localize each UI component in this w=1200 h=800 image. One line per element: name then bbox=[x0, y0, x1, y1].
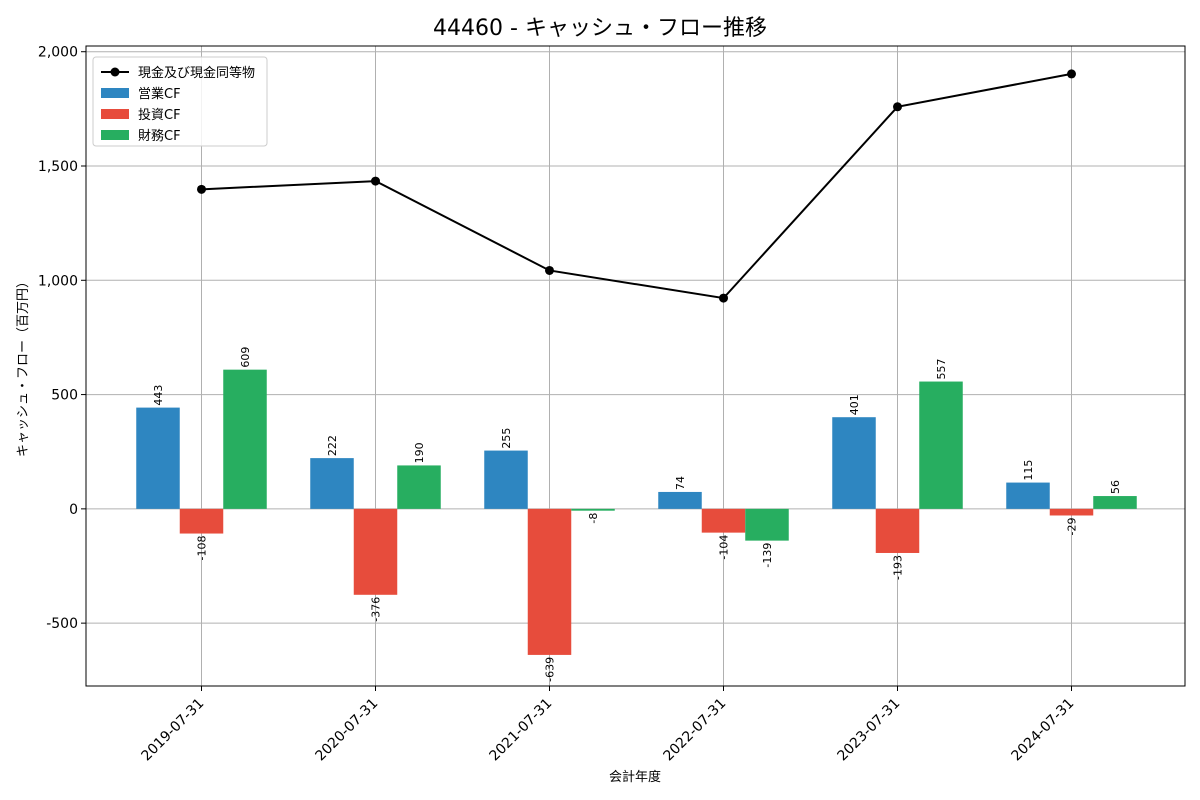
bar-投資CF bbox=[875, 508, 920, 553]
bar-value-label: -8 bbox=[587, 513, 600, 524]
bar-営業CF bbox=[658, 491, 702, 509]
bar-value-label: 190 bbox=[413, 442, 426, 463]
bar-value-label: 115 bbox=[1022, 460, 1035, 481]
bar-value-label: -29 bbox=[1066, 517, 1079, 535]
bar-財務CF bbox=[223, 369, 267, 509]
cash-point bbox=[719, 293, 728, 303]
line-layer bbox=[197, 69, 1076, 303]
x-tick-label: 2024-07-31 bbox=[1008, 696, 1077, 765]
x-axis-label: 会計年度 bbox=[609, 769, 661, 785]
bar-営業CF bbox=[136, 407, 180, 509]
bar-value-label: 609 bbox=[239, 347, 252, 368]
bar-value-label: 74 bbox=[674, 476, 687, 490]
bars-layer bbox=[136, 369, 1137, 655]
legend-bar-swatch bbox=[101, 130, 129, 140]
bar-営業CF bbox=[310, 458, 354, 509]
y-axis-label: キャッシュ・フロー（百万円） bbox=[16, 275, 31, 457]
bar-投資CF bbox=[179, 508, 224, 534]
bar-value-label: -639 bbox=[544, 657, 557, 682]
bar-value-label: -104 bbox=[718, 535, 731, 560]
legend-label: 現金及び現金同等物 bbox=[138, 65, 255, 81]
bar-財務CF bbox=[919, 381, 963, 509]
bar-value-label: -376 bbox=[370, 597, 383, 622]
x-tick-label: 2023-07-31 bbox=[834, 696, 903, 765]
bar-value-label: 222 bbox=[326, 435, 339, 456]
bar-value-label: 56 bbox=[1109, 480, 1122, 494]
legend-bar-swatch bbox=[101, 109, 129, 119]
data-labels-layer: 443 222 255 74 401 115 -108 -376 -639 -104 -193 -29… bbox=[152, 347, 1122, 682]
bar-value-label: -108 bbox=[196, 536, 209, 561]
y-tick-label: 2,000 bbox=[38, 45, 78, 61]
bar-投資CF bbox=[1049, 508, 1094, 516]
legend-marker bbox=[110, 67, 120, 77]
bar-value-label: 255 bbox=[500, 428, 513, 449]
bar-財務CF bbox=[571, 508, 615, 511]
bar-営業CF bbox=[1006, 482, 1050, 509]
legend-label: 営業CF bbox=[138, 86, 181, 102]
y-tick-label: 500 bbox=[51, 388, 78, 404]
bar-財務CF bbox=[745, 508, 789, 541]
legend-label: 投資CF bbox=[138, 107, 181, 123]
x-tick-label: 2020-07-31 bbox=[312, 696, 381, 765]
y-tick-label: -500 bbox=[46, 616, 78, 632]
cash-point bbox=[197, 184, 206, 194]
bar-value-label: -193 bbox=[892, 555, 905, 580]
bar-営業CF bbox=[832, 417, 876, 509]
bar-value-label: 557 bbox=[935, 359, 948, 380]
bar-value-label: 443 bbox=[152, 385, 165, 406]
cash-point bbox=[545, 265, 554, 275]
plot-area-frame bbox=[85, 45, 1186, 687]
x-tick-label: 2022-07-31 bbox=[660, 696, 729, 765]
bar-営業CF bbox=[484, 450, 528, 509]
bar-投資CF bbox=[353, 508, 398, 595]
bar-財務CF bbox=[1093, 496, 1137, 509]
legend-label: 財務CF bbox=[138, 129, 181, 144]
x-tick-label: 2019-07-31 bbox=[138, 696, 207, 765]
cash-point bbox=[893, 102, 902, 112]
y-tick-label: 1,000 bbox=[38, 273, 78, 289]
bar-value-label: 401 bbox=[848, 394, 861, 415]
cash-line bbox=[201, 72, 1072, 300]
y-tick-label: 1,500 bbox=[38, 159, 78, 175]
bar-投資CF bbox=[527, 508, 572, 655]
bar-value-label: -139 bbox=[761, 543, 774, 568]
cash-point bbox=[371, 176, 380, 186]
bar-財務CF bbox=[397, 465, 441, 509]
chart-title: 44460 - キャッシュ・フロー推移 bbox=[433, 16, 767, 41]
y-tick-label: 0 bbox=[69, 502, 78, 518]
legend-box bbox=[92, 56, 268, 147]
grid-layer bbox=[86, 46, 1185, 686]
bar-投資CF bbox=[701, 508, 746, 533]
cash-point bbox=[1067, 69, 1076, 79]
x-tick-label: 2021-07-31 bbox=[486, 696, 555, 765]
legend-bar-swatch bbox=[101, 88, 129, 98]
